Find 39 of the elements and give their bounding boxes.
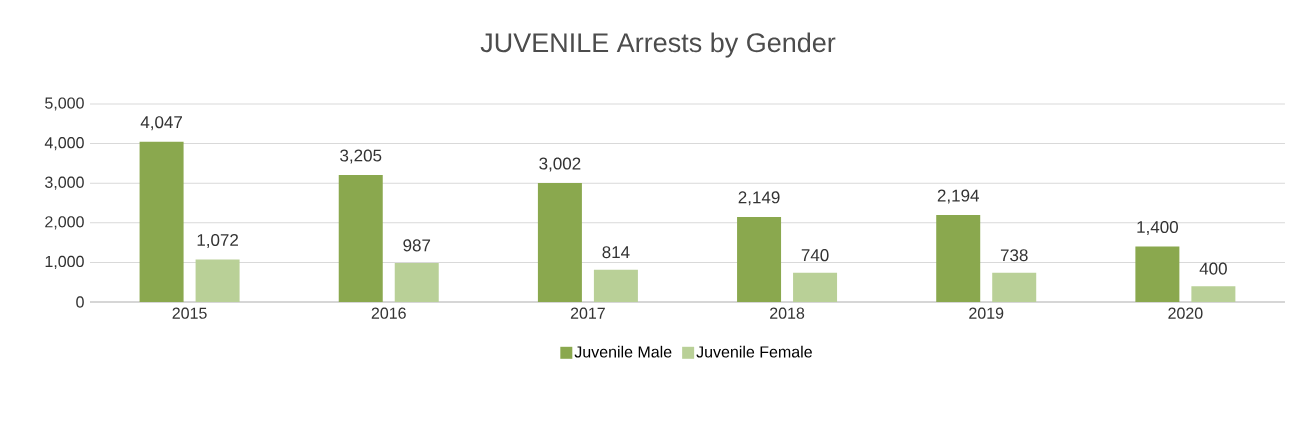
x-tick-label: 2016 [371, 307, 406, 319]
x-tick-label: 2019 [969, 307, 1004, 319]
bar [394, 262, 439, 302]
data-label: 738 [1000, 249, 1028, 262]
y-tick-label: 2,000 [45, 216, 84, 230]
bar [936, 215, 981, 302]
data-label: 3,205 [340, 149, 382, 164]
data-label: 2,149 [738, 191, 780, 206]
data-label: 740 [801, 249, 829, 262]
y-tick-label: 3,000 [45, 176, 84, 190]
y-tick-label: 0 [76, 296, 84, 308]
data-label: 4,047 [140, 116, 182, 131]
y-tick-label: 4,000 [44, 137, 84, 151]
bar [593, 269, 638, 302]
data-label: 814 [602, 246, 630, 259]
data-label: 2,194 [937, 189, 979, 204]
bar [338, 175, 383, 302]
y-tick-label: 1,000 [45, 255, 84, 269]
data-label: 400 [1199, 262, 1227, 275]
bar [737, 216, 782, 302]
bar [195, 259, 240, 302]
legend-label: Juvenile Male [574, 345, 672, 358]
data-label: 1,072 [197, 233, 238, 249]
legend-label: Juvenile Female [696, 345, 812, 358]
y-tick-label: 5,000 [45, 97, 84, 111]
data-label: 987 [403, 239, 431, 252]
bar [139, 141, 184, 302]
bar [537, 183, 582, 302]
x-tick-label: 2017 [570, 307, 605, 319]
bar [1135, 246, 1180, 302]
bar [992, 272, 1037, 302]
chart-title: JUVENILE Arrests by Gender [480, 32, 836, 58]
x-tick-label: 2020 [1168, 307, 1203, 319]
data-label: 3,002 [539, 157, 581, 172]
x-tick-label: 2015 [172, 307, 207, 319]
data-label: 1,400 [1137, 220, 1178, 236]
x-tick-label: 2018 [770, 307, 805, 319]
bar [793, 272, 838, 302]
bar [1191, 286, 1236, 302]
